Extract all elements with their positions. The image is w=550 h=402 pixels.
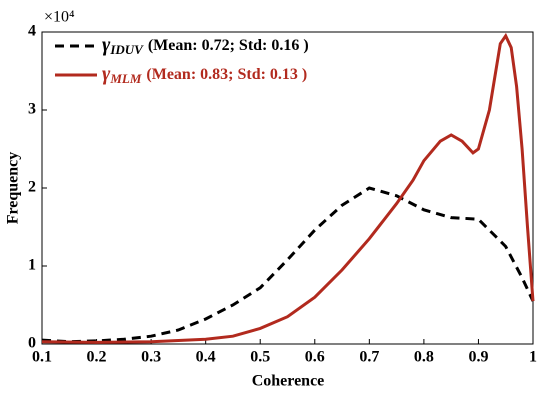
x-tick-label: 0.4: [196, 349, 216, 366]
y-axis-label: Frequency: [5, 152, 22, 225]
legend-entry: γIDUV (Mean: 0.72; Std: 0.16 ): [102, 34, 309, 57]
y-scale-label: ×10⁴: [44, 9, 75, 26]
x-tick-label: 0.6: [305, 349, 325, 366]
y-tick-label: 0: [28, 335, 36, 352]
x-tick-label: 0.5: [250, 349, 270, 366]
x-tick-label: 0.3: [141, 349, 161, 366]
legend-entry: γMLM (Mean: 0.83; Std: 0.13 ): [102, 63, 307, 86]
legend-subscript: MLM: [109, 71, 142, 86]
x-tick-label: 0.8: [414, 349, 434, 366]
x-tick-label: 1: [529, 349, 537, 366]
legend-symbol: γ: [102, 34, 111, 56]
x-tick-label: 0.9: [468, 349, 488, 366]
x-tick-label: 0.2: [87, 349, 107, 366]
x-tick-label: 0.7: [359, 349, 379, 366]
y-tick-label: 1: [28, 257, 36, 274]
series-line: [41, 32, 535, 344]
legend-text: (Mean: 0.83; Std: 0.13 ): [146, 66, 307, 83]
legend-text: (Mean: 0.72; Std: 0.16 ): [148, 37, 309, 54]
legend-subscript: IDUV: [109, 42, 144, 57]
y-tick-label: 3: [28, 101, 36, 118]
x-tick-label: 0.1: [32, 349, 52, 366]
series-line: [41, 186, 535, 344]
y-tick-label: 4: [28, 23, 36, 40]
legend-symbol: γ: [102, 63, 111, 85]
y-tick-label: 2: [28, 179, 36, 196]
x-axis-label: Coherence: [252, 373, 325, 390]
